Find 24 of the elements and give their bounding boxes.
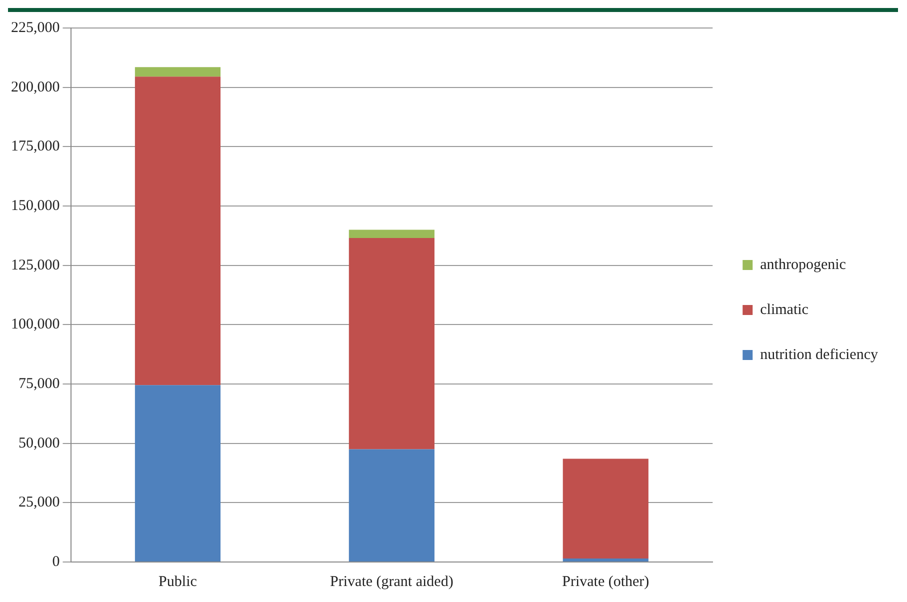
y-tick-label: 125,000 — [11, 257, 60, 274]
bar — [562, 458, 648, 558]
bar — [134, 385, 221, 562]
y-tick-label: 200,000 — [11, 79, 60, 96]
x-tick-label: Private (grant aided) — [330, 574, 454, 590]
y-tick-label: 50,000 — [18, 435, 60, 452]
y-tick-label: 75,000 — [18, 376, 60, 392]
y-tick-label: 175,000 — [11, 138, 60, 155]
y-tick-label: 25,000 — [18, 494, 60, 511]
bar — [348, 230, 434, 238]
y-tick-label: 150,000 — [11, 198, 60, 214]
bar — [134, 67, 221, 77]
y-tick-label: 100,000 — [11, 316, 60, 333]
bar — [562, 558, 648, 562]
bar — [348, 238, 434, 450]
bar — [348, 449, 434, 562]
legend-label: anthropogenic — [760, 256, 846, 273]
y-tick-label: 0 — [52, 554, 60, 570]
legend-label: climatic — [760, 302, 809, 318]
legend-label: nutrition deficiency — [760, 346, 878, 363]
x-tick-label: Public — [158, 574, 198, 590]
x-tick-label: Private (other) — [562, 574, 650, 590]
bar — [134, 76, 221, 386]
y-tick-label: 225,000 — [11, 20, 60, 36]
